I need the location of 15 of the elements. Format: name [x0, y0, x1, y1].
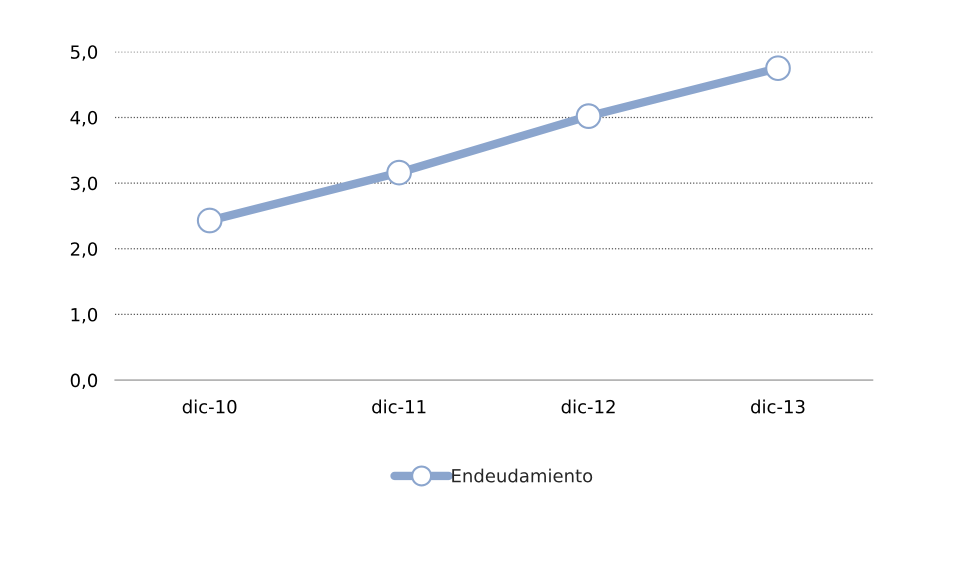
x-tick-label: dic-11 [372, 400, 426, 414]
point [386, 160, 412, 186]
y-tick-label: 3,0 [70, 176, 98, 192]
point [576, 103, 602, 129]
y-tick-label: 4,0 [70, 110, 98, 126]
point [765, 55, 791, 82]
point [196, 208, 223, 234]
x-tick-label: dic-10 [182, 400, 236, 414]
x-tick-label: dic-12 [562, 400, 615, 414]
y-tick-label: 5,0 [70, 45, 98, 61]
legend-label: Endeudamiento [452, 468, 592, 483]
x-tick-label: dic-13 [751, 400, 805, 414]
y-tick-label: 2,0 [70, 242, 98, 258]
y-tick-label: 0,0 [70, 374, 98, 390]
y-tick-label: 1,0 [72, 308, 98, 324]
